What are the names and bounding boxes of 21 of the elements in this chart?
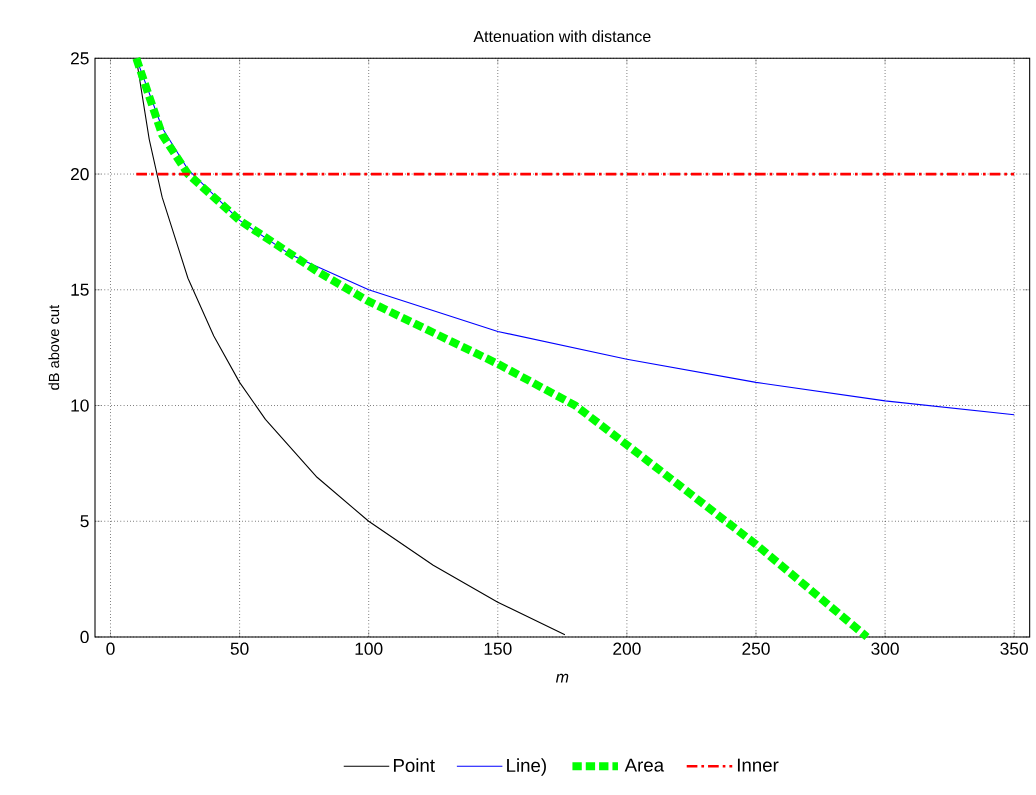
y-tick-label: 25 — [71, 52, 89, 65]
chart-title: Attenuation with distance — [473, 30, 651, 43]
x-axis-title: m — [555, 673, 569, 683]
x-tick-label: 0 — [106, 642, 115, 655]
x-tick-label: 150 — [484, 642, 512, 655]
y-axis-title: dB above cut — [48, 304, 60, 390]
y-tick-label: 20 — [71, 167, 89, 181]
y-tick-label: 10 — [71, 399, 89, 412]
y-tick-label: 5 — [80, 515, 89, 528]
x-tick-label: 100 — [355, 642, 383, 655]
x-tick-label: 200 — [613, 642, 641, 655]
legend-label: Point — [393, 758, 435, 773]
y-tick-label: 0 — [80, 630, 89, 644]
legend-label: Line) — [507, 758, 546, 776]
x-tick-label: 50 — [230, 642, 249, 655]
legend-label: Inner — [737, 758, 779, 772]
legend-label: Area — [624, 758, 665, 772]
x-tick-label: 350 — [1000, 642, 1028, 655]
y-tick-label: 15 — [71, 283, 89, 296]
x-tick-label: 300 — [871, 642, 899, 655]
x-tick-label: 250 — [742, 642, 770, 655]
